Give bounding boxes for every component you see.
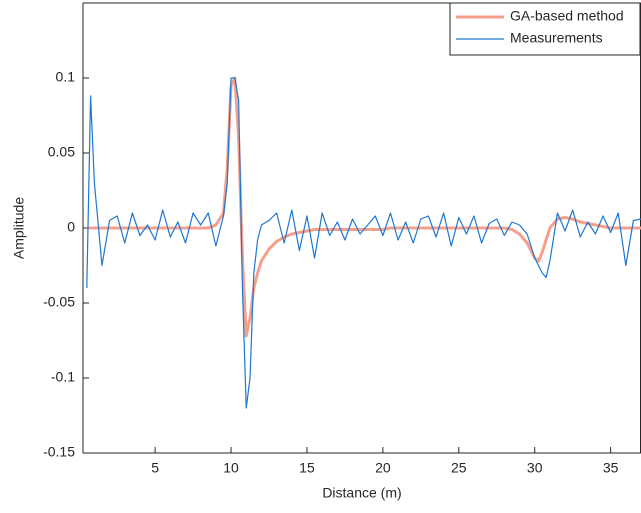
x-tick-label: 30 [527, 460, 543, 476]
y-tick-label: 0.05 [48, 144, 75, 160]
x-tick-label: 25 [451, 460, 467, 476]
legend-box [449, 2, 641, 56]
data-line [86, 77, 641, 409]
y-tick-label: -0.1 [51, 369, 75, 385]
x-tick-label: 20 [375, 460, 391, 476]
y-axis-label: Amplitude [11, 197, 27, 259]
legend-label: Measurements [510, 30, 603, 46]
x-tick-label: 5 [151, 460, 159, 476]
x-tick-label: 15 [299, 460, 315, 476]
legend-label: GA-based method [510, 8, 624, 24]
x-tick-label: 10 [223, 460, 239, 476]
x-axis-label: Distance (m) [322, 485, 401, 501]
y-tick-label: -0.05 [43, 294, 75, 310]
y-tick-label: 0.1 [56, 69, 76, 85]
y-tick-label: -0.15 [43, 444, 75, 460]
x-tick-label: 35 [603, 460, 619, 476]
y-tick-label: 0 [67, 219, 75, 235]
